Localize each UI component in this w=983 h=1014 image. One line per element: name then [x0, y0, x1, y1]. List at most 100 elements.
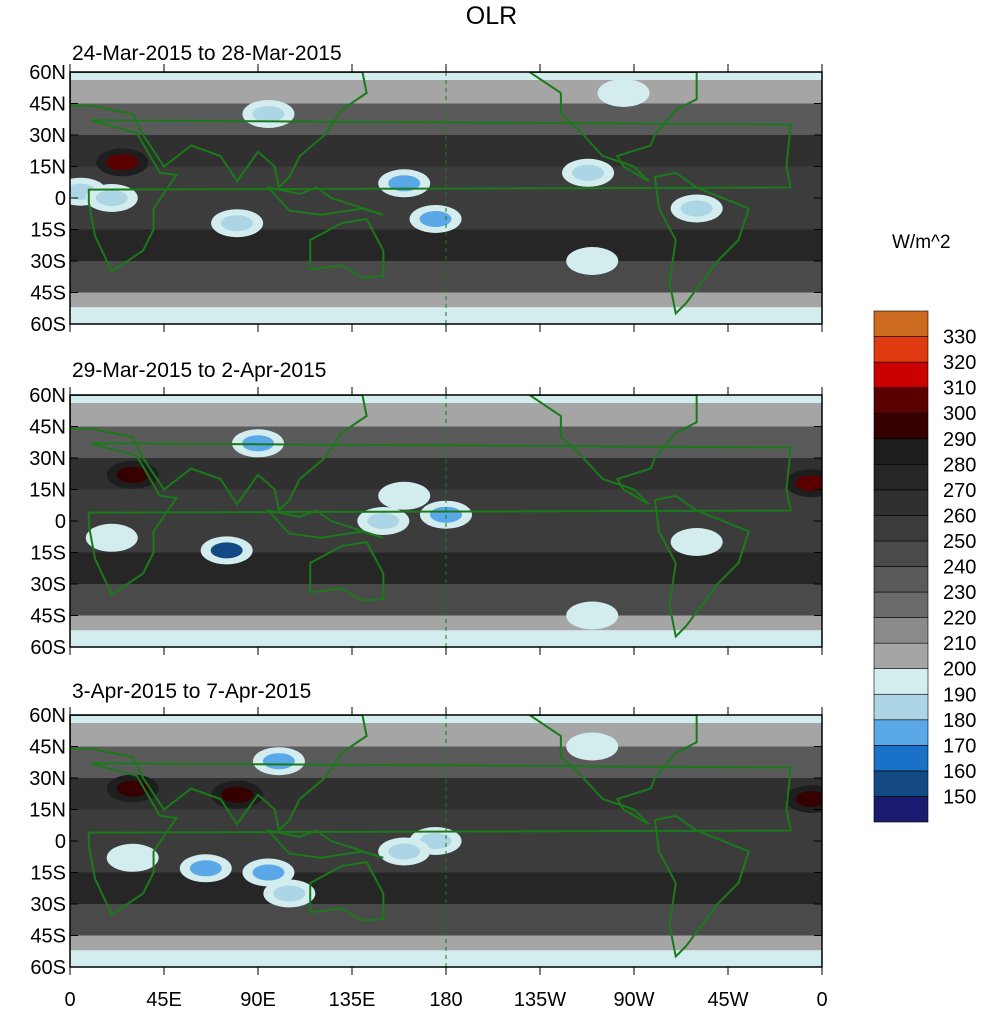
lon-tick-label: 180	[429, 989, 462, 1011]
colorbar-label: 260	[943, 505, 976, 527]
lat-tick-label: 15N	[29, 157, 66, 179]
colorbar-label: 270	[943, 480, 976, 502]
colorbar-swatch	[873, 770, 929, 797]
olr-feature	[680, 534, 713, 550]
colorbar-label: 300	[943, 403, 976, 425]
colorbar-swatch	[873, 412, 929, 440]
olr-feature	[106, 154, 139, 171]
lon-tick-label: 135W	[514, 989, 566, 1011]
coastline	[70, 715, 368, 833]
olr-feature	[607, 85, 640, 101]
colorbar-swatch	[873, 642, 929, 670]
lon-tick-label: 45W	[707, 989, 748, 1011]
lat-tick-label: 45N	[29, 737, 66, 759]
olr-feature	[252, 106, 285, 122]
panel-3-subtitle: 3-Apr-2015 to 7-Apr-2015	[72, 680, 312, 703]
olr-feature	[795, 475, 822, 492]
lat-tick-label: 0	[55, 511, 66, 533]
colorbar-units: W/m^2	[892, 232, 951, 253]
lon-tick-label: 0	[64, 989, 75, 1011]
olr-feature	[273, 885, 306, 902]
colorbar-swatch	[873, 540, 929, 567]
coastline	[527, 715, 698, 826]
olr-feature	[388, 843, 421, 860]
lat-tick-label: 0	[55, 831, 66, 853]
lat-tick-label: 15S	[30, 863, 66, 885]
colorbar-label: 230	[943, 582, 976, 604]
colorbar-swatch	[873, 336, 929, 363]
colorbar-swatch	[873, 745, 929, 772]
lat-tick-label: 30S	[30, 894, 66, 916]
coastline	[527, 395, 698, 506]
lat-tick-label: 15S	[30, 543, 66, 565]
lat-tick-label: 30N	[29, 448, 66, 470]
olr-feature	[419, 833, 452, 849]
olr-feature	[680, 200, 713, 217]
coastline	[265, 828, 384, 859]
colorbar-label: 310	[943, 378, 976, 400]
colorbar-label: 180	[943, 710, 976, 732]
lon-tick-label: 0	[816, 989, 827, 1011]
olr-feature	[95, 190, 128, 206]
colorbar-label: 290	[943, 429, 976, 451]
olr-feature	[95, 529, 128, 546]
lat-tick-label: 60S	[30, 957, 66, 979]
lat-tick-label: 30S	[30, 574, 66, 596]
colorbar-swatch	[873, 693, 929, 721]
coastline	[87, 762, 792, 916]
olr-feature	[189, 860, 222, 877]
coastline	[87, 442, 792, 596]
colorbar-swatch	[873, 310, 929, 337]
olr-feature	[221, 786, 254, 803]
coastline	[527, 72, 698, 183]
colorbar-label: 190	[943, 684, 976, 706]
lon-tick-label: 45E	[146, 989, 182, 1011]
colorbar-swatch	[873, 668, 929, 695]
olr-feature	[210, 542, 243, 559]
colorbar-label: 150	[943, 786, 976, 808]
colorbar-label: 240	[943, 557, 976, 579]
colorbar-swatch	[873, 719, 929, 746]
panel-1-subtitle: 24-Mar-2015 to 28-Mar-2015	[72, 42, 342, 65]
colorbar-swatch	[873, 566, 929, 593]
lat-tick-label: 60N	[29, 62, 66, 84]
map-panel-3: 60N 45N 30N 15N 0 15S 30S 45S 60S 0 45E 90E 135E 180 1…	[29, 705, 827, 1011]
lat-tick-label: 45S	[30, 283, 66, 305]
coastline	[70, 395, 368, 513]
coastline	[265, 185, 384, 216]
olr-feature	[576, 607, 609, 624]
olr-feature	[116, 849, 149, 866]
lat-tick-label: 30N	[29, 768, 66, 790]
lat-tick-label: 60N	[29, 705, 66, 727]
colorbar-swatch	[873, 617, 929, 644]
coastline	[87, 119, 792, 273]
colorbar-swatch	[873, 438, 929, 465]
colorbar-label: 280	[943, 454, 976, 476]
lat-tick-label: 60S	[30, 314, 66, 336]
olr-feature	[419, 211, 452, 227]
colorbar-swatch	[873, 591, 929, 618]
olr-feature	[388, 175, 421, 192]
colorbar: 150 160 170 180 190 200 210 220 230 240 250 260 270 2…	[873, 310, 976, 823]
lat-tick-label: 15N	[29, 800, 66, 822]
olr-feature	[795, 791, 822, 807]
coastline	[653, 171, 751, 316]
lat-tick-label: 45S	[30, 926, 66, 948]
colorbar-label: 210	[943, 633, 976, 655]
lon-tick-label: 90E	[240, 989, 276, 1011]
lat-tick-label: 60N	[29, 385, 66, 407]
olr-feature	[242, 435, 274, 452]
olr-feature	[116, 466, 149, 483]
coastline	[309, 540, 385, 602]
olr-feature	[576, 253, 609, 269]
colorbar-swatch	[873, 796, 929, 823]
colorbar-label: 160	[943, 761, 976, 783]
colorbar-label: 250	[943, 531, 976, 553]
coastline	[653, 814, 751, 959]
lat-tick-label: 15N	[29, 480, 66, 502]
figure-title: OLR	[465, 2, 518, 30]
lat-tick-label: 60S	[30, 637, 66, 659]
colorbar-label: 220	[943, 608, 976, 630]
colorbar-swatch	[873, 463, 929, 491]
